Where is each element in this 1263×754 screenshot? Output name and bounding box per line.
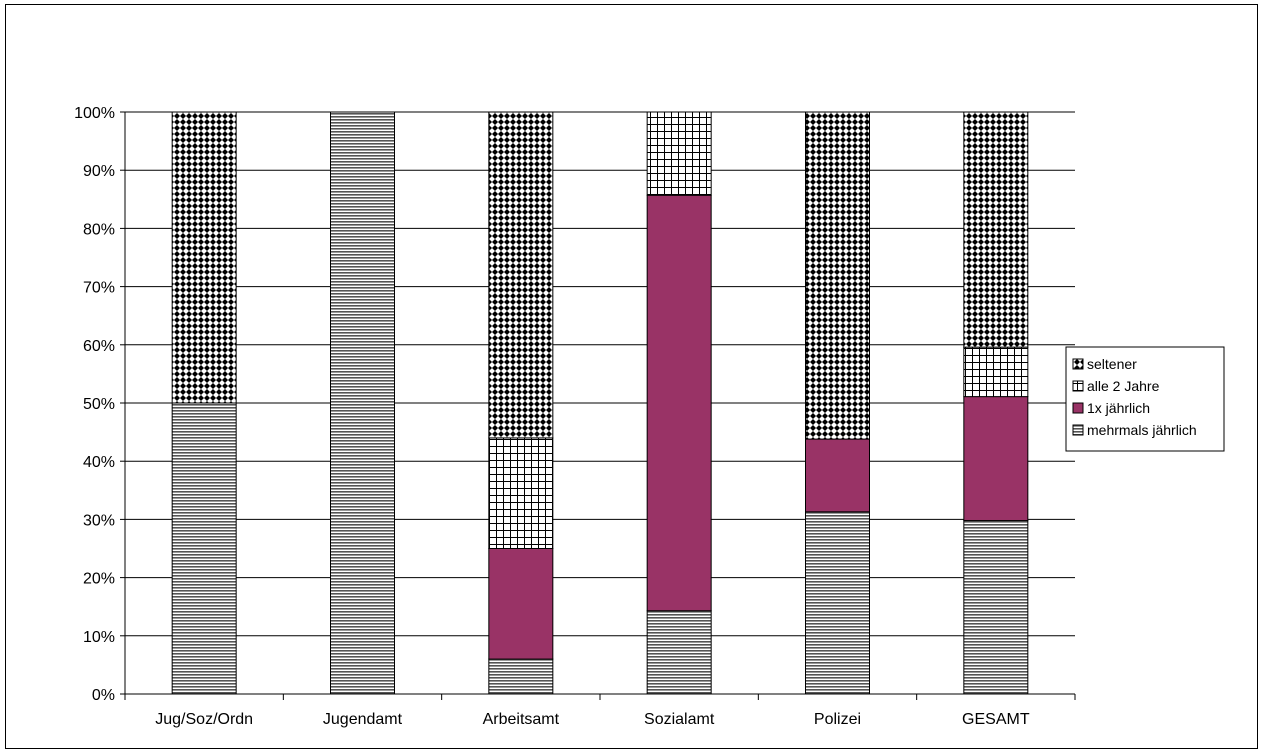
y-tick-label: 30% bbox=[83, 512, 115, 529]
y-tick-label: 10% bbox=[83, 629, 115, 646]
y-tick-label: 40% bbox=[83, 454, 115, 471]
legend-label: alle 2 Jahre bbox=[1087, 378, 1160, 394]
bar-segment bbox=[805, 111, 870, 440]
bar-segment bbox=[805, 511, 870, 695]
axes: 0% 10% 20% 30% 40% 50% 60% 70% 80% 90% 100% Jug/Soz… bbox=[74, 105, 1076, 728]
x-tick-label: Polizei bbox=[814, 711, 861, 728]
x-tick-label: Jug/Soz/Ordn bbox=[155, 711, 253, 728]
legend-swatch bbox=[1072, 402, 1084, 414]
x-tick-label: Jugendamt bbox=[323, 711, 403, 728]
bar-segment bbox=[488, 658, 554, 695]
legend-box bbox=[1065, 346, 1225, 452]
bar-segment bbox=[488, 437, 554, 550]
y-tick-label: 70% bbox=[83, 280, 115, 297]
y-tick-label: 80% bbox=[83, 221, 115, 238]
bar-segment bbox=[171, 402, 237, 695]
legend-label: 1x jährlich bbox=[1087, 400, 1150, 416]
bar-segment bbox=[963, 520, 1029, 695]
bar-segment bbox=[805, 438, 870, 513]
bar-segment bbox=[646, 610, 712, 695]
x-tick-label: GESAMT bbox=[962, 711, 1030, 728]
bar-segment bbox=[171, 111, 237, 404]
legend-swatch bbox=[1072, 424, 1084, 436]
y-tick-label: 20% bbox=[83, 571, 115, 588]
legend-swatch bbox=[1072, 380, 1084, 392]
y-tick-label: 50% bbox=[83, 396, 115, 413]
chart-frame: 0% 10% 20% 30% 40% 50% 60% 70% 80% 90% 100% Jug/Soz… bbox=[5, 4, 1258, 749]
bar-segment bbox=[963, 111, 1029, 348]
stacked-bar-chart: 0% 10% 20% 30% 40% 50% 60% 70% 80% 90% 100% Jug/Soz… bbox=[74, 105, 1225, 728]
y-tick-label: 90% bbox=[83, 163, 115, 180]
bar-segment bbox=[330, 111, 395, 695]
legend-label: mehrmals jährlich bbox=[1087, 422, 1197, 438]
y-tick-label: 60% bbox=[83, 338, 115, 355]
legend-label: seltener bbox=[1087, 356, 1137, 372]
y-tick-label: 100% bbox=[74, 105, 115, 122]
bar-segment bbox=[488, 548, 554, 660]
legend: seltener alle 2 Jahre 1x jährlich mehrmals … bbox=[1065, 346, 1225, 452]
gridlines bbox=[125, 111, 1075, 637]
y-tick-label: 0% bbox=[92, 687, 115, 704]
legend-swatch bbox=[1072, 358, 1084, 370]
x-tick-label: Sozialamt bbox=[644, 711, 715, 728]
bar-segment bbox=[646, 194, 712, 612]
bar-segment bbox=[963, 346, 1029, 398]
bar-segment bbox=[488, 111, 554, 439]
bar-segment bbox=[963, 396, 1029, 522]
x-tick-label: Arbeitsamt bbox=[483, 711, 560, 728]
bar-segment bbox=[646, 111, 712, 196]
